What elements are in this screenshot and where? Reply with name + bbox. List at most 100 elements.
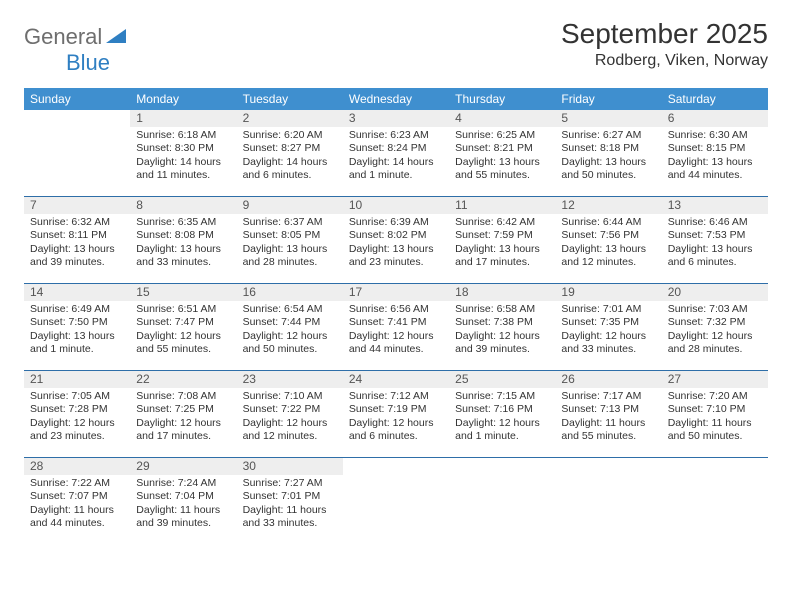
sunrise-text: Sunrise: 7:17 AM <box>561 390 655 403</box>
day-cell: 13Sunrise: 6:46 AMSunset: 7:53 PMDayligh… <box>662 197 768 283</box>
day-number: 1 <box>130 110 236 127</box>
day-cell: 19Sunrise: 7:01 AMSunset: 7:35 PMDayligh… <box>555 284 661 370</box>
week-row: 28Sunrise: 7:22 AMSunset: 7:07 PMDayligh… <box>24 457 768 544</box>
daylight-text: Daylight: 12 hours and 55 minutes. <box>136 330 230 357</box>
sunset-text: Sunset: 7:35 PM <box>561 316 655 329</box>
day-cell: 11Sunrise: 6:42 AMSunset: 7:59 PMDayligh… <box>449 197 555 283</box>
sunrise-text: Sunrise: 6:35 AM <box>136 216 230 229</box>
dow-header-row: Sunday Monday Tuesday Wednesday Thursday… <box>24 88 768 110</box>
sunset-text: Sunset: 7:32 PM <box>668 316 762 329</box>
day-cell: 28Sunrise: 7:22 AMSunset: 7:07 PMDayligh… <box>24 458 130 544</box>
sunset-text: Sunset: 7:04 PM <box>136 490 230 503</box>
day-number: 9 <box>237 197 343 214</box>
sunrise-text: Sunrise: 6:32 AM <box>30 216 124 229</box>
day-cell: 14Sunrise: 6:49 AMSunset: 7:50 PMDayligh… <box>24 284 130 370</box>
day-number: 13 <box>662 197 768 214</box>
sunset-text: Sunset: 7:53 PM <box>668 229 762 242</box>
sunset-text: Sunset: 8:18 PM <box>561 142 655 155</box>
sunset-text: Sunset: 7:50 PM <box>30 316 124 329</box>
sunrise-text: Sunrise: 7:20 AM <box>668 390 762 403</box>
dow-tuesday: Tuesday <box>237 88 343 110</box>
sunrise-text: Sunrise: 6:44 AM <box>561 216 655 229</box>
daylight-text: Daylight: 12 hours and 23 minutes. <box>30 417 124 444</box>
day-number: 5 <box>555 110 661 127</box>
day-cell <box>343 458 449 544</box>
day-cell <box>449 458 555 544</box>
daylight-text: Daylight: 12 hours and 17 minutes. <box>136 417 230 444</box>
day-cell: 22Sunrise: 7:08 AMSunset: 7:25 PMDayligh… <box>130 371 236 457</box>
day-cell: 7Sunrise: 6:32 AMSunset: 8:11 PMDaylight… <box>24 197 130 283</box>
sunrise-text: Sunrise: 6:42 AM <box>455 216 549 229</box>
daylight-text: Daylight: 13 hours and 6 minutes. <box>668 243 762 270</box>
logo-text-2: Blue <box>66 50 110 75</box>
daylight-text: Daylight: 12 hours and 12 minutes. <box>243 417 337 444</box>
day-number: 10 <box>343 197 449 214</box>
sunrise-text: Sunrise: 6:23 AM <box>349 129 443 142</box>
daylight-text: Daylight: 11 hours and 39 minutes. <box>136 504 230 531</box>
sunrise-text: Sunrise: 6:58 AM <box>455 303 549 316</box>
sunset-text: Sunset: 7:56 PM <box>561 229 655 242</box>
sunrise-text: Sunrise: 6:27 AM <box>561 129 655 142</box>
day-cell: 9Sunrise: 6:37 AMSunset: 8:05 PMDaylight… <box>237 197 343 283</box>
daylight-text: Daylight: 13 hours and 17 minutes. <box>455 243 549 270</box>
day-cell <box>662 458 768 544</box>
sunrise-text: Sunrise: 7:24 AM <box>136 477 230 490</box>
daylight-text: Daylight: 12 hours and 33 minutes. <box>561 330 655 357</box>
day-number: 15 <box>130 284 236 301</box>
sunrise-text: Sunrise: 6:51 AM <box>136 303 230 316</box>
sunrise-text: Sunrise: 7:12 AM <box>349 390 443 403</box>
sunset-text: Sunset: 7:07 PM <box>30 490 124 503</box>
daylight-text: Daylight: 12 hours and 39 minutes. <box>455 330 549 357</box>
daylight-text: Daylight: 14 hours and 6 minutes. <box>243 156 337 183</box>
sunrise-text: Sunrise: 7:15 AM <box>455 390 549 403</box>
week-row: 1Sunrise: 6:18 AMSunset: 8:30 PMDaylight… <box>24 110 768 196</box>
daylight-text: Daylight: 13 hours and 50 minutes. <box>561 156 655 183</box>
dow-friday: Friday <box>555 88 661 110</box>
day-cell: 16Sunrise: 6:54 AMSunset: 7:44 PMDayligh… <box>237 284 343 370</box>
sunrise-text: Sunrise: 6:37 AM <box>243 216 337 229</box>
sunrise-text: Sunrise: 6:20 AM <box>243 129 337 142</box>
week-row: 14Sunrise: 6:49 AMSunset: 7:50 PMDayligh… <box>24 283 768 370</box>
day-cell <box>24 110 130 196</box>
sunrise-text: Sunrise: 7:08 AM <box>136 390 230 403</box>
day-number: 16 <box>237 284 343 301</box>
daylight-text: Daylight: 11 hours and 50 minutes. <box>668 417 762 444</box>
day-number: 26 <box>555 371 661 388</box>
day-number: 17 <box>343 284 449 301</box>
day-cell: 20Sunrise: 7:03 AMSunset: 7:32 PMDayligh… <box>662 284 768 370</box>
sunset-text: Sunset: 7:44 PM <box>243 316 337 329</box>
day-number: 21 <box>24 371 130 388</box>
day-cell: 2Sunrise: 6:20 AMSunset: 8:27 PMDaylight… <box>237 110 343 196</box>
daylight-text: Daylight: 12 hours and 44 minutes. <box>349 330 443 357</box>
day-cell: 4Sunrise: 6:25 AMSunset: 8:21 PMDaylight… <box>449 110 555 196</box>
sunrise-text: Sunrise: 6:49 AM <box>30 303 124 316</box>
day-number: 2 <box>237 110 343 127</box>
sunset-text: Sunset: 7:10 PM <box>668 403 762 416</box>
day-number: 18 <box>449 284 555 301</box>
day-number: 7 <box>24 197 130 214</box>
day-cell: 25Sunrise: 7:15 AMSunset: 7:16 PMDayligh… <box>449 371 555 457</box>
sunset-text: Sunset: 8:02 PM <box>349 229 443 242</box>
day-number: 6 <box>662 110 768 127</box>
dow-thursday: Thursday <box>449 88 555 110</box>
day-cell: 8Sunrise: 6:35 AMSunset: 8:08 PMDaylight… <box>130 197 236 283</box>
day-number: 20 <box>662 284 768 301</box>
logo-triangle-icon <box>106 27 126 48</box>
day-number: 28 <box>24 458 130 475</box>
dow-saturday: Saturday <box>662 88 768 110</box>
day-cell: 29Sunrise: 7:24 AMSunset: 7:04 PMDayligh… <box>130 458 236 544</box>
sunrise-text: Sunrise: 7:03 AM <box>668 303 762 316</box>
day-cell: 24Sunrise: 7:12 AMSunset: 7:19 PMDayligh… <box>343 371 449 457</box>
dow-monday: Monday <box>130 88 236 110</box>
daylight-text: Daylight: 13 hours and 1 minute. <box>30 330 124 357</box>
daylight-text: Daylight: 13 hours and 44 minutes. <box>668 156 762 183</box>
sunrise-text: Sunrise: 6:39 AM <box>349 216 443 229</box>
day-number: 22 <box>130 371 236 388</box>
day-cell: 21Sunrise: 7:05 AMSunset: 7:28 PMDayligh… <box>24 371 130 457</box>
day-cell: 30Sunrise: 7:27 AMSunset: 7:01 PMDayligh… <box>237 458 343 544</box>
sunrise-text: Sunrise: 6:30 AM <box>668 129 762 142</box>
day-cell: 3Sunrise: 6:23 AMSunset: 8:24 PMDaylight… <box>343 110 449 196</box>
sunrise-text: Sunrise: 6:54 AM <box>243 303 337 316</box>
sunset-text: Sunset: 8:05 PM <box>243 229 337 242</box>
daylight-text: Daylight: 12 hours and 1 minute. <box>455 417 549 444</box>
